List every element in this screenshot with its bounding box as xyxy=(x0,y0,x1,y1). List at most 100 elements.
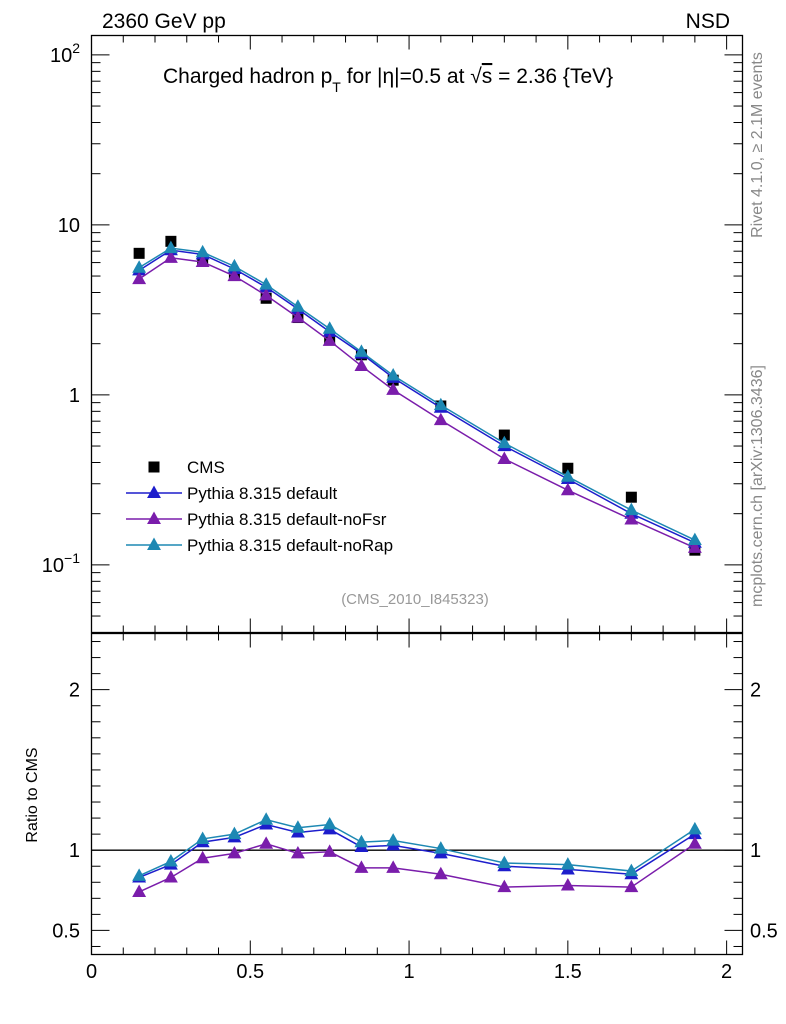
legend-marker xyxy=(147,485,161,499)
ratio-series-marker xyxy=(624,879,639,893)
title-pre: Charged hadron p xyxy=(163,65,332,88)
ratio-series-marker xyxy=(687,836,702,849)
ratio-series-marker xyxy=(497,855,512,869)
legend-label: Pythia 8.315 default-noRap xyxy=(187,536,393,555)
main-series xyxy=(132,235,702,556)
legend-marker xyxy=(147,511,161,525)
x-tick-label: 0.5 xyxy=(236,961,264,983)
ratio-series-marker xyxy=(259,836,274,849)
ratio-y-tick-label: 0.5 xyxy=(52,920,80,942)
ratio-series-marker xyxy=(290,845,305,859)
x-tick-label: 2 xyxy=(721,961,732,983)
ratio-series-marker xyxy=(163,870,178,883)
ratio-series-marker xyxy=(322,817,337,830)
ratio-series-marker xyxy=(624,863,639,877)
ratio-series-marker xyxy=(163,853,178,867)
mc-series-marker xyxy=(624,502,639,516)
y-tick-base: 10 xyxy=(42,555,64,577)
ratio-ticks: 0 0.5 1 1.5 2 0.5 0.5 1 1 2 2 xyxy=(52,633,778,983)
x-tick-label: 1.5 xyxy=(554,961,582,983)
mcplots-label: mcplots.cern.ch [arXiv:1306.3436] xyxy=(749,365,766,607)
title-s: s xyxy=(482,65,493,88)
mc-series-marker xyxy=(354,344,369,357)
ratio-series-marker xyxy=(560,878,575,891)
mc-series-marker xyxy=(560,482,575,496)
y-tick-exponent: −1 xyxy=(64,550,80,566)
x-tick-label: 0 xyxy=(86,961,97,983)
y-tick-label: 10−1 xyxy=(42,550,80,577)
x-tick-label: 1 xyxy=(403,961,414,983)
process-label: NSD xyxy=(686,10,730,33)
y-tick-label: 102 xyxy=(50,40,80,67)
mc-series-marker xyxy=(132,260,147,273)
title-sqrt: √ xyxy=(470,65,482,88)
ratio-series-line xyxy=(138,818,696,877)
rivet-label: Rivet 4.1.0, ≥ 2.1M events xyxy=(749,52,766,238)
mc-series-line xyxy=(138,257,696,549)
ratio-series-marker xyxy=(195,850,210,864)
mc-series-marker xyxy=(195,244,210,258)
cms-data-point xyxy=(498,429,510,441)
legend-label: Pythia 8.315 default-noFsr xyxy=(187,510,387,529)
legend-marker xyxy=(148,461,160,473)
ratio-y-tick-label-right: 1 xyxy=(750,840,761,862)
mc-series-marker xyxy=(227,258,242,272)
ratio-series-marker xyxy=(433,866,448,880)
plot-title: Charged hadron pT for |η|=0.5 at √s = 2.… xyxy=(163,65,613,95)
main-panel-frame xyxy=(90,34,744,634)
mc-series-marker xyxy=(560,469,575,482)
mc-series-marker xyxy=(624,511,639,525)
title-post: = 2.36 {TeV} xyxy=(492,65,613,88)
mc-series-marker xyxy=(322,333,337,346)
mc-series-marker xyxy=(163,250,178,263)
ratio-y-tick-label-right: 2 xyxy=(750,680,761,702)
mc-series-marker xyxy=(497,451,512,464)
ratio-series-marker xyxy=(132,884,147,897)
ratio-y-tick-label: 2 xyxy=(69,680,80,702)
ratio-y-tick-label-right: 0.5 xyxy=(750,920,778,942)
mc-series-marker xyxy=(132,271,147,285)
ratio-series-line xyxy=(138,842,696,893)
mc-series-marker xyxy=(497,435,512,449)
mc-series-marker xyxy=(687,532,702,546)
legend: CMS Pythia 8.315 default Pythia 8.315 defa… xyxy=(126,458,393,555)
legend-label: CMS xyxy=(187,458,225,477)
y-tick-exponent: 2 xyxy=(72,40,80,56)
mc-series-marker xyxy=(195,254,210,268)
ratio-panel-frame xyxy=(90,632,744,956)
cms-data-point xyxy=(562,462,574,474)
y-tick-label: 1 xyxy=(69,385,80,407)
mc-series-marker xyxy=(163,240,178,254)
ratio-series-marker xyxy=(195,831,210,844)
ratio-series-marker xyxy=(687,821,702,835)
analysis-id: (CMS_2010_I845323) xyxy=(341,591,489,608)
ratio-series xyxy=(132,812,702,897)
y-tick-base: 10 xyxy=(50,45,72,67)
ratio-ylabel: Ratio to CMS xyxy=(24,747,41,842)
mc-series-marker xyxy=(433,397,448,411)
y-tick-label: 10 xyxy=(58,215,80,237)
cms-data-point xyxy=(133,247,145,259)
energy-label: 2360 GeV pp xyxy=(102,10,226,33)
legend-marker xyxy=(147,537,161,551)
mc-series-marker xyxy=(259,287,274,301)
ratio-series-marker xyxy=(290,820,305,833)
title-sub: T xyxy=(332,79,341,95)
legend-label: Pythia 8.315 default xyxy=(187,484,338,503)
ratio-series-marker xyxy=(497,879,512,893)
ratio-series-marker xyxy=(386,860,401,873)
ratio-series-marker xyxy=(560,857,575,870)
mc-series-marker xyxy=(386,382,401,395)
mc-series-marker xyxy=(227,268,242,282)
ratio-series-marker xyxy=(227,826,242,840)
mc-series-marker xyxy=(386,368,401,381)
ratio-series-marker xyxy=(386,833,401,846)
ratio-series-marker xyxy=(354,860,369,873)
mc-series-marker xyxy=(290,299,305,312)
mc-series-marker xyxy=(290,310,305,323)
ratio-series-marker xyxy=(322,844,337,857)
mc-series-marker xyxy=(433,412,448,426)
y-tick-base: 10 xyxy=(58,215,80,237)
